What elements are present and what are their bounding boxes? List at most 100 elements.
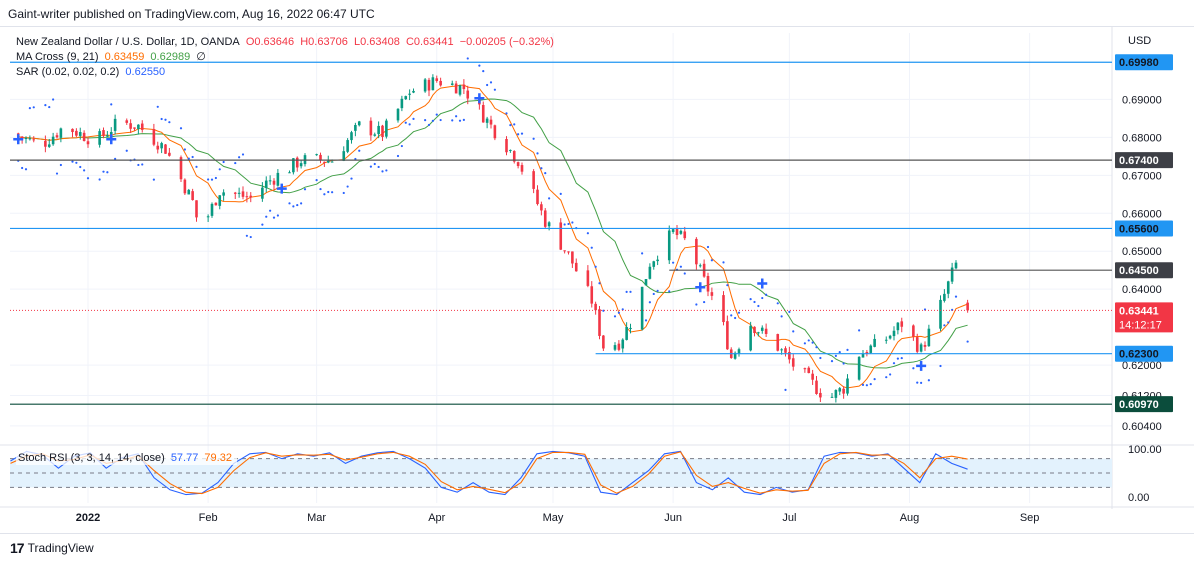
sar-dot	[179, 127, 183, 130]
sar-dot	[486, 83, 489, 87]
sar-dot	[695, 303, 698, 306]
sar-dot	[644, 319, 648, 322]
sar-dot	[563, 223, 566, 226]
sar-dot	[730, 314, 733, 317]
candle-body	[892, 330, 896, 337]
candle-body	[602, 335, 605, 349]
sar-dot	[517, 133, 520, 136]
sar-dot	[478, 64, 481, 67]
level-axis-label: 0.69980	[1119, 57, 1159, 69]
sar-dot	[241, 153, 245, 156]
candle-body	[47, 144, 51, 147]
sar-dot	[598, 282, 601, 285]
price-tick-label: 0.60400	[1122, 421, 1162, 433]
candle-body	[671, 229, 675, 232]
sar-dot	[602, 309, 605, 312]
sar-dot	[520, 132, 524, 135]
sar-dot	[195, 165, 198, 168]
chart-canvas[interactable]: 0.69000 0.68000 0.67000 0.66000 0.65000 0.640…	[0, 27, 1194, 533]
sar-dot	[458, 119, 462, 122]
candle-body	[563, 250, 566, 252]
candle-body	[245, 196, 249, 198]
sar-dot	[207, 178, 210, 181]
candle-body	[726, 321, 729, 350]
candle-body	[784, 348, 787, 353]
sar-dot	[303, 188, 307, 191]
sar-dot	[400, 144, 403, 148]
sar-dot	[803, 342, 806, 345]
sar-dot	[292, 205, 295, 208]
candle-body	[788, 351, 791, 360]
sar-legend[interactable]: SAR (0.02, 0.02, 0.2) 0.62550	[16, 65, 168, 79]
candle-body	[125, 120, 129, 123]
sar-dot	[613, 315, 617, 318]
sar-dot	[249, 235, 252, 239]
candle-body	[598, 309, 601, 336]
candle-body	[644, 279, 648, 286]
candle-body	[629, 327, 632, 329]
candle-body	[927, 328, 931, 347]
time-tick-label: Mar	[307, 512, 326, 524]
sar-dot	[509, 124, 512, 127]
sar-dot	[21, 166, 24, 170]
sar-dot	[377, 165, 380, 169]
candle-body	[140, 123, 144, 130]
sar-dot	[966, 340, 969, 343]
sar-dot	[513, 123, 516, 126]
sar-dot	[369, 165, 372, 168]
symbol-name[interactable]: New Zealand Dollar / U.S. Dollar, 1D, OA…	[16, 36, 240, 48]
candle-body	[695, 238, 698, 265]
sar-dot	[892, 362, 896, 365]
sar-dot	[540, 167, 543, 170]
sar-dot	[52, 98, 55, 101]
stoch-rsi-legend[interactable]: Stoch RSI (3, 3, 14, 14, close) 57.77 79…	[16, 451, 237, 465]
level-axis-badge	[1115, 262, 1173, 279]
candle-body	[617, 343, 621, 350]
candle-body	[675, 228, 679, 236]
sar-dot	[757, 304, 760, 308]
candle-body	[912, 325, 915, 337]
sar-dot	[435, 113, 438, 116]
sar-dot	[900, 356, 903, 360]
sar-dot	[641, 252, 644, 255]
sar-dot	[784, 388, 787, 391]
change-value: −0.00205 (−0.32%)	[459, 36, 554, 48]
sar-dot	[869, 383, 872, 386]
sar-dot	[44, 104, 47, 107]
candle-body	[830, 396, 834, 398]
candle-body	[532, 171, 535, 189]
candle-body	[943, 293, 946, 301]
candle-body	[509, 149, 512, 151]
candle-body	[249, 195, 253, 198]
candle-body	[683, 231, 687, 239]
sar-dot	[164, 118, 167, 121]
ma-cross-marker	[695, 282, 706, 293]
candle-body	[819, 392, 822, 398]
sar-dot	[761, 296, 764, 300]
sar-dot	[98, 178, 101, 181]
publisher-line: Gaint-writer published on TradingView.co…	[8, 7, 375, 21]
ma-cross-legend[interactable]: MA Cross (9, 21) 0.63459 0.62989 ∅	[16, 50, 209, 64]
sar-dot	[532, 137, 535, 140]
tradingview-footer[interactable]: 17 TradingView	[10, 540, 94, 556]
sar-dot	[865, 384, 868, 387]
candle-body	[377, 125, 380, 135]
chart-area[interactable]: 0.69000 0.68000 0.67000 0.66000 0.65000 0.640…	[0, 26, 1194, 534]
sar-dot	[493, 88, 496, 91]
sar-dot	[838, 350, 841, 354]
sar-dot	[439, 118, 442, 122]
sar-dot	[102, 170, 105, 173]
sar-dot	[265, 215, 268, 218]
sar-dot	[842, 362, 845, 365]
ma-fast-line	[18, 84, 968, 389]
sar-dot	[734, 316, 737, 320]
ma-slow-value: 0.62989	[150, 51, 191, 63]
currency-label[interactable]: USD	[1128, 35, 1152, 47]
sar-dot	[544, 172, 547, 175]
candle-body	[815, 380, 818, 394]
candle-body	[299, 163, 303, 167]
candle-body	[939, 299, 942, 329]
candle-body	[24, 137, 28, 139]
sar-dot	[788, 310, 791, 314]
sar-dot	[385, 169, 388, 172]
